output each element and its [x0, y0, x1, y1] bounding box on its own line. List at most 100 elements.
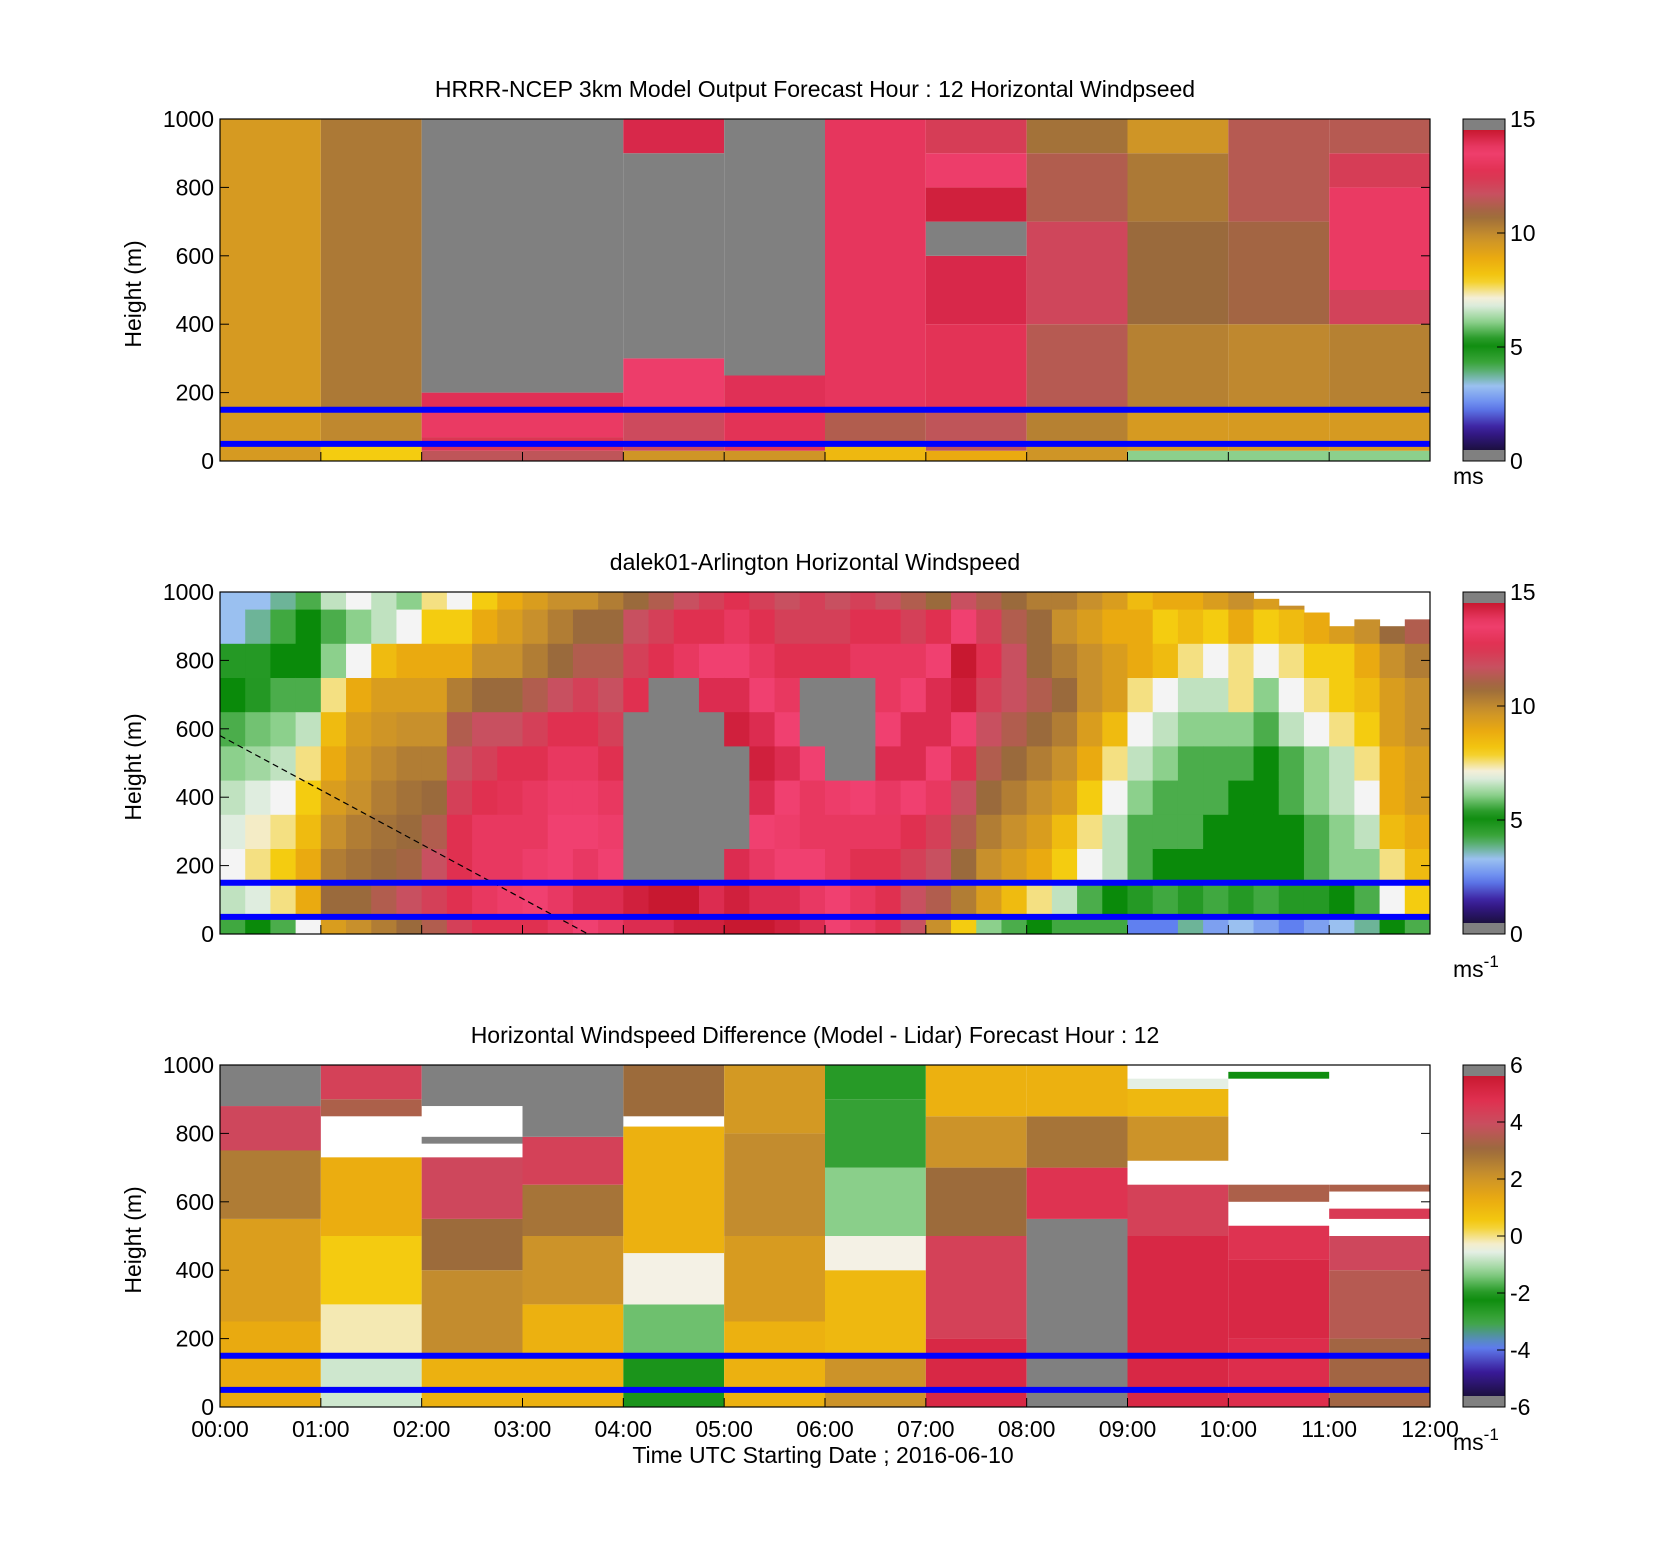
heatmap-cell-1-2 — [320, 1236, 422, 1305]
heatmap-cell-46-2 — [1379, 848, 1406, 884]
heatmap-cell-5-1 — [346, 882, 372, 918]
heatmap-cell-16-2 — [623, 848, 650, 884]
heatmap-cell-28-1 — [925, 882, 952, 918]
heatmap-cell-30-8 — [976, 643, 1002, 678]
heatmap-cell-4-6 — [320, 711, 347, 747]
heatmap-cell-34-1 — [1077, 882, 1103, 918]
heatmap-cell-4-8 — [320, 643, 347, 678]
heatmap-cell-35-4 — [1102, 780, 1128, 815]
heatmap-cell-7-0 — [396, 916, 423, 935]
heatmap-cell-1-10 — [245, 592, 271, 610]
colorbar-tick-label: 15 — [1510, 106, 1536, 132]
heatmap-cell-21-1 — [749, 882, 776, 918]
heatmap-cell-4-4 — [623, 119, 725, 154]
heatmap-cell-11-3 — [1329, 290, 1430, 325]
heatmap-cell-8-1 — [1026, 409, 1128, 444]
heatmap-cell-8-8 — [421, 643, 448, 678]
heatmap-cell-34-7 — [1077, 677, 1103, 713]
heatmap-cell-5-3 — [724, 119, 825, 376]
heatmap-cell-15-3 — [598, 814, 624, 849]
heatmap-cell-8-10 — [421, 592, 448, 610]
heatmap-cell-41-4 — [1253, 780, 1280, 815]
heatmap-cell-35-7 — [1102, 677, 1128, 713]
heatmap-cell-42-1 — [1278, 882, 1305, 918]
reference-lines — [220, 406, 1430, 447]
heatmap-cell-37-3 — [1152, 814, 1179, 849]
heatmap-cell-40-2 — [1228, 848, 1255, 884]
heatmap-cell-30-2 — [976, 848, 1002, 884]
heatmap-cell-47-5 — [1404, 745, 1431, 781]
y-tick-label: 600 — [176, 716, 214, 742]
heatmap-cell-31-10 — [1001, 592, 1028, 610]
heatmap-cell-32-7 — [1026, 677, 1053, 713]
heatmap-cell-26-4 — [875, 780, 902, 815]
heatmap-cell-32-5 — [1026, 745, 1053, 781]
heatmap-cell-43-9 — [1303, 612, 1330, 644]
colorbar-tick-label: 5 — [1510, 334, 1523, 360]
heatmap-cell-37-0 — [1152, 916, 1179, 935]
heatmap-cell-2-2 — [270, 848, 297, 884]
heatmap-cell-45-2 — [1354, 848, 1381, 884]
heatmap-cell-0-9 — [220, 609, 246, 644]
heatmap-cell-7-4 — [396, 780, 423, 815]
heatmap-cell-30-10 — [976, 592, 1002, 610]
heatmap-cell-15-1 — [598, 882, 624, 918]
heatmap-cell-7-8 — [396, 643, 423, 678]
heatmap-cell-9-2 — [1127, 324, 1229, 410]
heatmap-cell-4-10 — [320, 592, 347, 610]
heatmap-cell-19-3 — [698, 814, 725, 849]
heatmap-cell-8-5 — [1026, 119, 1128, 154]
x-tick-label: 07:00 — [897, 1416, 955, 1442]
heatmap-cell-17-9 — [648, 609, 675, 644]
heatmap-cell-42-7 — [1278, 677, 1305, 713]
heatmap-cell-35-2 — [1102, 848, 1128, 884]
heatmap-cell-2-3 — [270, 814, 297, 849]
heatmap-cell-37-6 — [1152, 711, 1179, 747]
heatmap-cell-7-0 — [925, 450, 1027, 461]
heatmap-cell-0-4 — [220, 1065, 321, 1107]
heatmap-cell-24-5 — [825, 745, 851, 781]
heatmap-cell-4-0 — [320, 916, 347, 935]
heatmap-cell-41-5 — [1253, 745, 1280, 781]
heatmap-cell-12-9 — [522, 609, 549, 644]
heatmap-cell-3-2 — [295, 848, 322, 884]
heatmap-cell-3-10 — [295, 592, 322, 610]
heatmap-cell-9-5 — [446, 745, 473, 781]
heatmap-cell-38-10 — [1177, 592, 1204, 610]
heatmap-cell-29-6 — [951, 711, 977, 747]
heatmap-cell-27-9 — [900, 609, 927, 644]
heatmap-cell-36-2 — [1127, 848, 1154, 884]
heatmap-cell-0-0 — [220, 1321, 321, 1407]
heatmap-cell-43-5 — [1303, 745, 1330, 781]
heatmap-cell-39-10 — [1203, 592, 1229, 610]
heatmap-cell-42-5 — [1278, 745, 1305, 781]
heatmap-cell-29-10 — [951, 592, 977, 610]
heatmap-cell-45-1 — [1354, 882, 1381, 918]
heatmap-cell-8-6 — [421, 711, 448, 747]
heatmap-cell-30-3 — [976, 814, 1002, 849]
heatmap-cell-6-3 — [371, 814, 397, 849]
heatmap-cell-42-9 — [1278, 609, 1305, 644]
heatmap-cell-22-4 — [774, 780, 801, 815]
heatmap-cell-7-5 — [396, 745, 423, 781]
heatmap-cell-4-4 — [623, 1065, 725, 1117]
heatmap-cell-7-9 — [396, 609, 423, 644]
heatmap-cell-33-9 — [1051, 609, 1078, 644]
heatmap-cell-38-3 — [1177, 814, 1204, 849]
heatmap-cell-4-3 — [320, 814, 347, 849]
heatmap-cell-33-3 — [1051, 814, 1078, 849]
heatmap-cell-6-2 — [371, 848, 397, 884]
heatmap-cell-44-0 — [1329, 916, 1355, 935]
heatmap-cell-21-2 — [749, 848, 776, 884]
heatmap-cell-6-1 — [825, 409, 926, 444]
panel-lidar: dalek01-Arlington Horizontal Windspeed H… — [120, 549, 1536, 982]
heatmap-cell-24-4 — [825, 780, 851, 815]
heatmap-cell-9-6 — [446, 711, 473, 747]
heatmap-cell-6-0 — [825, 443, 926, 461]
heatmap-cell-14-7 — [572, 677, 599, 713]
colorbar-cap-top — [1463, 592, 1505, 603]
y-tick-label: 800 — [176, 1120, 214, 1146]
heatmap-cell-32-8 — [1026, 643, 1053, 678]
panel-difference: Horizontal Windspeed Difference (Model -… — [120, 1022, 1531, 1455]
heatmap-cell-35-1 — [1102, 882, 1128, 918]
